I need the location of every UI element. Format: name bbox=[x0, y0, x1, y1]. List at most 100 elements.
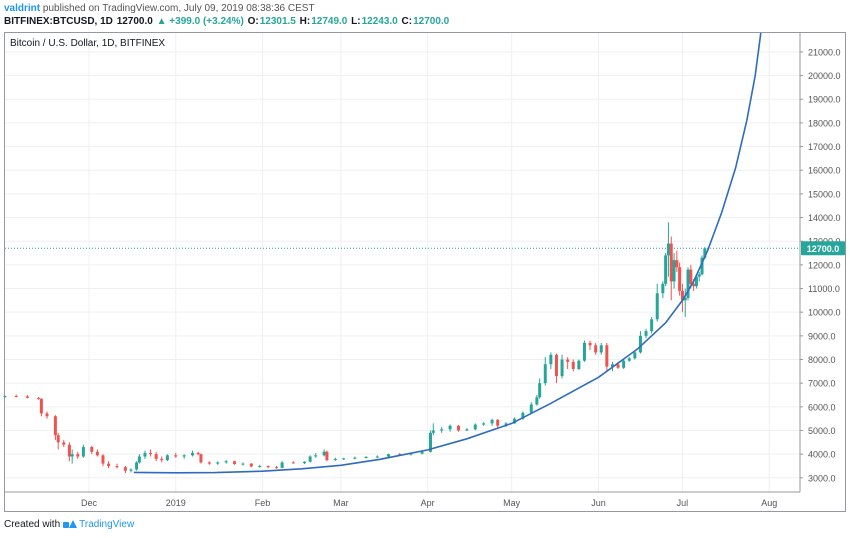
y-tick-label: 17000.0 bbox=[808, 142, 841, 152]
y-tick-label: 7000.0 bbox=[808, 379, 836, 389]
candle-body bbox=[599, 345, 603, 353]
candle-body bbox=[431, 430, 435, 433]
candle-body bbox=[160, 458, 164, 461]
candle-body bbox=[697, 274, 701, 277]
candle-body bbox=[490, 419, 494, 424]
candle-body bbox=[683, 297, 687, 301]
candle-body bbox=[280, 462, 284, 468]
candle-body bbox=[420, 451, 424, 454]
candle-body bbox=[543, 364, 547, 384]
candle-body bbox=[207, 462, 211, 464]
candle-body bbox=[353, 457, 357, 459]
open-label: O: bbox=[247, 16, 259, 27]
candle-body bbox=[549, 354, 553, 365]
candle-body bbox=[241, 463, 245, 465]
candle-body bbox=[644, 331, 648, 336]
open-value: 12301.5 bbox=[259, 16, 296, 27]
candle-body bbox=[123, 467, 127, 471]
candle-body bbox=[588, 342, 592, 346]
candle-body bbox=[672, 260, 676, 282]
candle-body bbox=[409, 453, 413, 455]
x-tick-label: May bbox=[503, 498, 521, 508]
candle-body bbox=[191, 452, 195, 456]
candle-body bbox=[675, 260, 679, 268]
candle-body bbox=[199, 454, 203, 463]
published-text: published on TradingView.com, July 09, 2… bbox=[42, 3, 315, 14]
candle-body bbox=[107, 463, 111, 466]
candle-body bbox=[95, 451, 99, 456]
candle-body bbox=[53, 416, 57, 436]
candle-body bbox=[364, 456, 368, 458]
y-tick-label: 11000.0 bbox=[808, 284, 840, 294]
candle-body bbox=[666, 243, 670, 256]
chart-pane[interactable] bbox=[4, 32, 846, 512]
candle-body bbox=[165, 455, 169, 461]
candle-body bbox=[45, 413, 49, 417]
candle-body bbox=[143, 452, 147, 457]
tradingview-logo-icon bbox=[63, 520, 78, 529]
candle-body bbox=[333, 458, 337, 461]
candle-body bbox=[616, 364, 620, 368]
candle-body bbox=[689, 269, 693, 284]
y-tick-label: 10000.0 bbox=[808, 308, 841, 318]
high-value: 12749.0 bbox=[311, 16, 348, 27]
y-tick-label: 6000.0 bbox=[808, 402, 836, 412]
candle-body bbox=[375, 456, 379, 458]
candle-body bbox=[387, 454, 391, 457]
candle-body bbox=[529, 404, 533, 413]
candle-body bbox=[686, 269, 690, 298]
y-tick-label: 5000.0 bbox=[808, 426, 836, 436]
x-tick-label: Aug bbox=[761, 498, 777, 508]
candle-body bbox=[135, 462, 139, 470]
publish-info: valdrint published on TradingView.com, J… bbox=[4, 3, 315, 14]
author-name[interactable]: valdrint bbox=[4, 3, 41, 14]
candle-body bbox=[233, 461, 237, 465]
y-tick-label: 8000.0 bbox=[808, 355, 836, 365]
candle-body bbox=[448, 425, 452, 430]
x-tick-label: Jun bbox=[591, 498, 606, 508]
symbol-label: BITFINEX:BTCUSD, 1D bbox=[4, 16, 113, 27]
candle-body bbox=[650, 319, 654, 332]
candle-body bbox=[605, 345, 609, 367]
y-tick-label: 12000.0 bbox=[808, 260, 841, 270]
candle-body bbox=[440, 429, 444, 431]
high-label: H: bbox=[299, 16, 311, 27]
candle-body bbox=[342, 458, 346, 460]
candle-body bbox=[664, 255, 668, 284]
y-tick-label: 19000.0 bbox=[808, 95, 841, 105]
candle-body bbox=[182, 455, 186, 457]
candle-body bbox=[700, 257, 704, 275]
last-price-label: 12700.0 bbox=[807, 244, 840, 254]
y-tick-label: 9000.0 bbox=[808, 331, 836, 341]
candle-body bbox=[314, 455, 318, 457]
y-tick-label: 20000.0 bbox=[808, 71, 841, 81]
x-tick-label: 2019 bbox=[166, 498, 186, 508]
candle-body bbox=[428, 432, 432, 452]
candle-body bbox=[694, 276, 698, 287]
candle-body bbox=[115, 465, 119, 468]
candle-body bbox=[582, 342, 586, 361]
candle-body bbox=[275, 467, 279, 469]
x-tick-label: Mar bbox=[333, 498, 349, 508]
candle-body bbox=[560, 359, 564, 377]
candle-body bbox=[249, 463, 253, 467]
y-tick-label: 21000.0 bbox=[808, 47, 841, 57]
x-tick-label: Jul bbox=[677, 498, 689, 508]
y-tick-label: 14000.0 bbox=[808, 213, 841, 223]
footer: Created with TradingView bbox=[4, 519, 134, 530]
candle-body bbox=[669, 243, 673, 282]
last-value: 12700.0 bbox=[116, 16, 153, 27]
candle-body bbox=[224, 461, 228, 463]
candle-body bbox=[594, 345, 598, 353]
candle-body bbox=[661, 283, 665, 294]
candle-body bbox=[512, 418, 516, 424]
candle-body bbox=[25, 396, 29, 398]
candle-body bbox=[154, 454, 158, 459]
candle-body bbox=[76, 454, 80, 457]
candle-body bbox=[101, 455, 105, 464]
candle-body bbox=[322, 451, 326, 456]
candle-body bbox=[554, 354, 558, 377]
tradingview-brand-link[interactable]: TradingView bbox=[79, 519, 135, 530]
ohlc-legend: BITFINEX:BTCUSD, 1D 12700.0 ▲ +399.0 (+3… bbox=[4, 16, 450, 27]
